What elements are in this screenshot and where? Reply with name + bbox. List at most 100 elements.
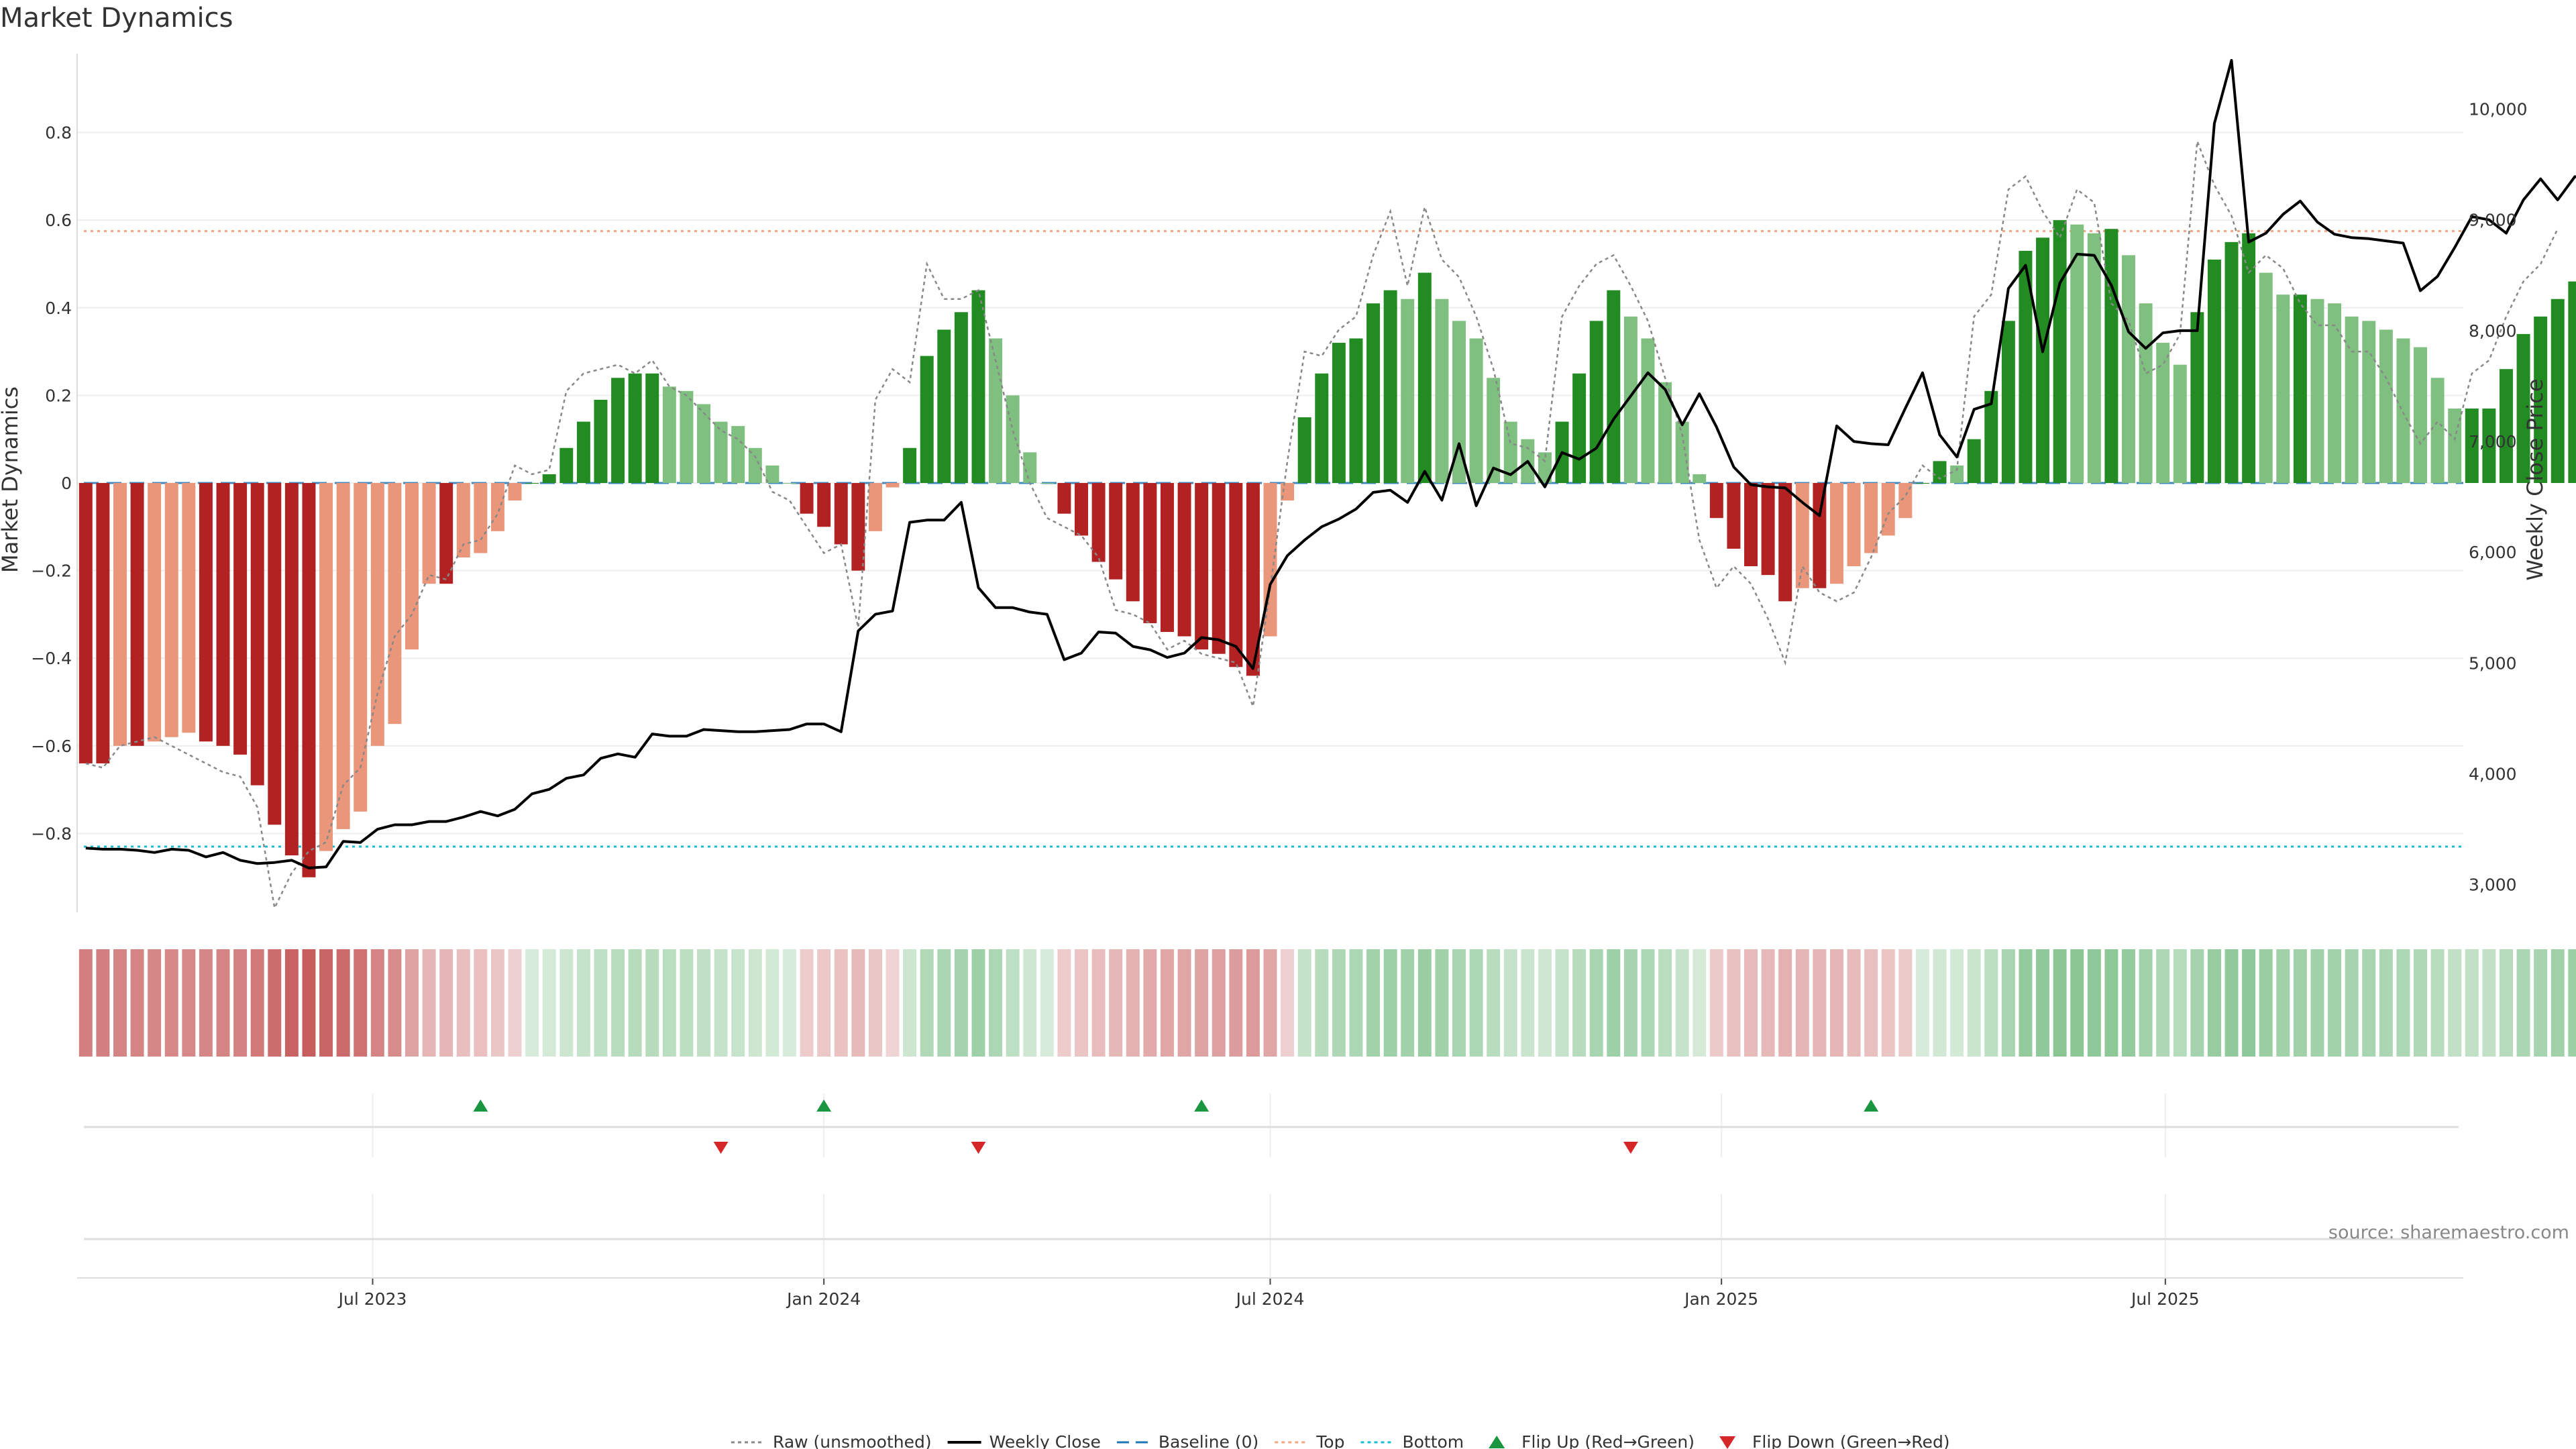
heat-cell <box>1143 949 1157 1057</box>
bar <box>645 373 659 483</box>
bar <box>1950 465 1964 483</box>
bar <box>370 483 384 746</box>
x-tick-label: Jul 2025 <box>2130 1289 2200 1309</box>
legend-swatch <box>1719 1436 1736 1449</box>
heat-cell <box>199 949 213 1057</box>
bar <box>800 483 814 514</box>
bar <box>1229 483 1243 667</box>
bar <box>817 483 831 527</box>
bar <box>1967 439 1981 483</box>
bar <box>525 483 539 484</box>
heat-cell <box>559 949 574 1057</box>
legend-swatch <box>1489 1436 1505 1448</box>
heat-cell <box>302 949 316 1057</box>
heat-cell <box>1795 949 1809 1057</box>
bar <box>78 483 93 763</box>
heat-cell <box>2448 949 2462 1057</box>
bar <box>1452 321 1466 483</box>
heat-cell <box>1263 949 1277 1057</box>
bar <box>611 378 625 483</box>
heat-cell <box>1075 949 1088 1057</box>
bar <box>2259 272 2273 483</box>
heat-cell <box>542 949 556 1057</box>
heat-cell <box>2568 949 2576 1057</box>
bar <box>1572 373 1587 483</box>
heat-cell <box>2465 949 2479 1057</box>
heat-cell <box>336 949 350 1057</box>
heat-cell <box>2482 949 2496 1057</box>
heat-cell <box>2104 949 2118 1057</box>
heat-cell <box>2207 949 2221 1057</box>
bar <box>1315 373 1329 483</box>
right-axis: 3,000 4,000 5,000 6,000 7,000 8,000 9,000 10,00… <box>2469 100 2527 895</box>
x-tick-label: Jan 2024 <box>786 1289 861 1309</box>
bar <box>1984 390 1998 483</box>
bar <box>405 483 419 650</box>
bar <box>164 483 178 737</box>
heat-cell <box>2379 949 2393 1057</box>
heat-cell <box>714 949 728 1057</box>
bar <box>130 483 144 746</box>
bar <box>1675 421 1689 483</box>
heat-cell <box>2139 949 2153 1057</box>
heat-cell <box>2087 949 2101 1057</box>
bar <box>1297 417 1311 483</box>
heat-cell <box>1487 949 1501 1057</box>
bar <box>2499 369 2513 483</box>
heat-cell <box>1675 949 1689 1057</box>
bar <box>354 483 368 812</box>
heat-cell <box>800 949 814 1057</box>
heat-cell <box>2551 949 2565 1057</box>
heat-cell <box>2001 949 2015 1057</box>
bar <box>474 483 488 553</box>
bar <box>113 483 127 746</box>
heat-cell <box>628 949 642 1057</box>
x-axis: Jul 2023 Jan 2024 Jul 2024 Jan 2025 Jul 2025 <box>77 1277 2463 1309</box>
heat-cell <box>2414 949 2428 1057</box>
heat-cell <box>2345 949 2359 1057</box>
heat-cell <box>2396 949 2410 1057</box>
bar <box>1349 338 1363 483</box>
heat-cell <box>2534 949 2548 1057</box>
bar <box>2310 299 2324 483</box>
heat-cell <box>1881 949 1895 1057</box>
heat-cell <box>1383 949 1397 1057</box>
bar <box>748 447 762 483</box>
bar <box>2379 329 2393 483</box>
bar <box>1109 483 1123 580</box>
bar <box>1212 483 1226 654</box>
heat-cell <box>422 949 436 1057</box>
heat-cell <box>1401 949 1415 1057</box>
flip-up-marker <box>816 1099 832 1112</box>
heat-cell <box>233 949 248 1057</box>
series-lines <box>85 58 2576 911</box>
heat-cell <box>1126 949 1140 1057</box>
heat-cell <box>2499 949 2513 1057</box>
bar <box>1126 483 1140 602</box>
heat-cell <box>611 949 625 1057</box>
bar <box>1623 316 1638 483</box>
bar <box>920 356 934 483</box>
bar <box>1143 483 1157 623</box>
bar <box>233 483 248 755</box>
lower-panel <box>84 1194 2459 1278</box>
heat-cell <box>2224 949 2239 1057</box>
bar <box>1933 461 1947 483</box>
weekly-close-line <box>85 58 2576 869</box>
heat-cell <box>1023 949 1037 1057</box>
bar <box>2345 316 2359 483</box>
y2-tick-label: 9,000 <box>2469 211 2517 230</box>
bar <box>576 421 590 483</box>
bar <box>2516 333 2530 483</box>
heat-cell <box>182 949 196 1057</box>
heat-cell <box>388 949 402 1057</box>
bar <box>182 483 196 733</box>
heat-cell <box>216 949 230 1057</box>
heat-cell <box>370 949 384 1057</box>
heat-cell <box>697 949 711 1057</box>
bar <box>1538 452 1552 483</box>
legend-item: Bottom <box>1360 1432 1464 1449</box>
heat-cell <box>113 949 127 1057</box>
bar <box>1401 299 1415 483</box>
heat-cell <box>456 949 470 1057</box>
